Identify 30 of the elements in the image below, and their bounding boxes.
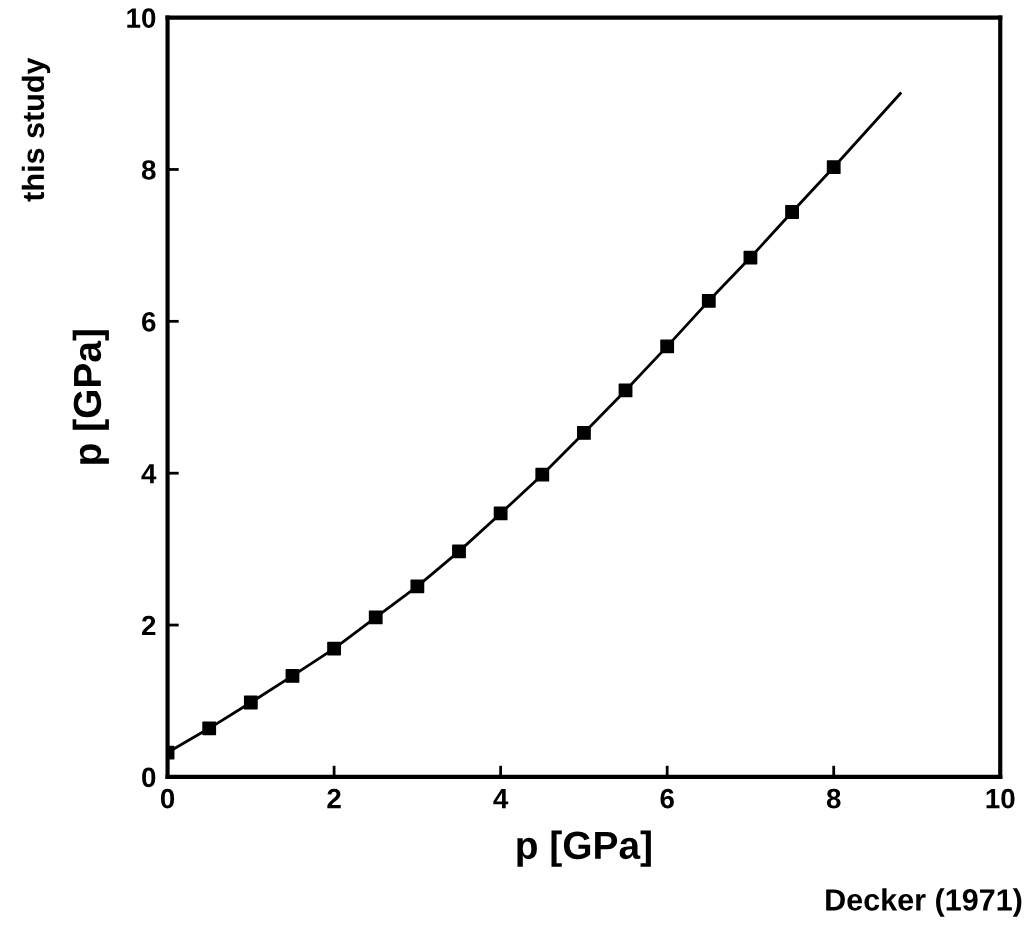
text: this study — [21, 57, 51, 202]
y-tick-label: 8 — [141, 160, 156, 180]
y-tick-label: 6 — [142, 311, 156, 332]
point — [826, 160, 841, 175]
x-axis-title: p [GPa] — [517, 830, 651, 867]
point — [452, 544, 466, 559]
point — [285, 669, 300, 683]
x-tick-label: 10 — [986, 788, 1015, 809]
point — [410, 579, 425, 594]
y-tick-label: 10 — [127, 8, 156, 28]
x-tick-label: 4 — [493, 789, 509, 809]
y-tick-label: 4 — [141, 464, 157, 484]
point — [493, 506, 508, 521]
x-tick-label: 0 — [160, 788, 175, 809]
y-axis-title: p [GPa] — [72, 330, 109, 464]
y-tick-label: 0 — [142, 767, 156, 788]
x-tick-label: 8 — [826, 788, 841, 809]
point — [202, 721, 217, 736]
point — [701, 293, 716, 308]
text: Decker (1971) — [826, 888, 1022, 917]
point — [660, 339, 675, 354]
point — [785, 205, 799, 219]
point — [327, 641, 342, 656]
point — [368, 610, 383, 625]
point — [535, 467, 550, 482]
x-tick-label: 6 — [660, 788, 674, 809]
y-tick-label: 2 — [141, 615, 156, 636]
point — [576, 426, 591, 440]
point — [243, 695, 258, 710]
x-tick-label: 2 — [327, 788, 341, 809]
